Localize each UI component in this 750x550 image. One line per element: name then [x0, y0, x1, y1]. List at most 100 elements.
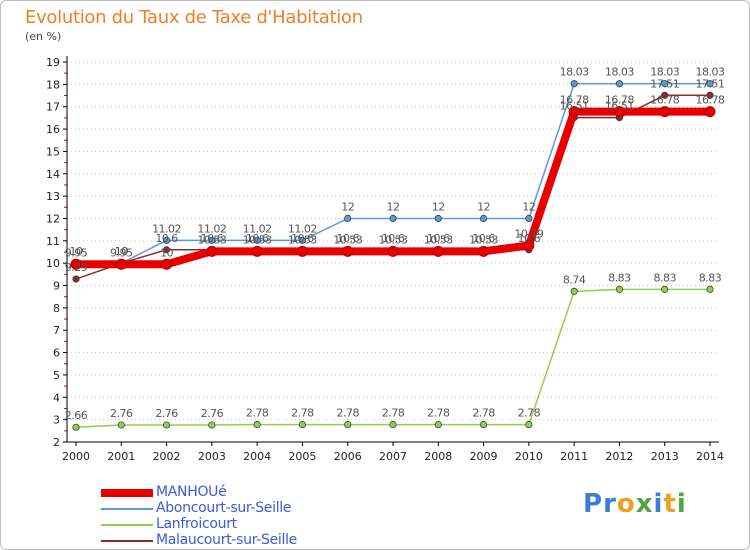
- data-label: 2.66: [65, 409, 88, 422]
- data-point: [434, 214, 442, 223]
- data-label: 10.6: [336, 232, 359, 245]
- y-tick-label: 13: [46, 190, 60, 203]
- data-label: 10.6: [201, 232, 224, 245]
- data-label: 10.6: [246, 232, 269, 245]
- data-point: [613, 106, 625, 118]
- y-tick-label: 10: [46, 257, 60, 270]
- data-point: [161, 258, 173, 270]
- logo-letter: t: [663, 489, 677, 519]
- y-tick-label: 2: [53, 436, 60, 449]
- proxiti-logo: Proxiti: [583, 489, 687, 519]
- y-tick-label: 8: [53, 302, 60, 315]
- x-tick-label: 2007: [379, 450, 407, 463]
- x-tick-label: 2012: [605, 450, 633, 463]
- data-label: 17.51: [650, 77, 679, 90]
- data-label: 10: [115, 245, 128, 258]
- legend-label: Aboncourt-sur-Seille: [156, 500, 292, 516]
- data-label: 2.76: [201, 407, 224, 420]
- data-label: 10: [115, 245, 128, 258]
- data-point: [342, 245, 354, 257]
- data-point: [389, 214, 397, 223]
- data-point: [298, 236, 306, 244]
- x-tick-label: 2006: [334, 450, 362, 463]
- data-label: 10.6: [155, 232, 178, 245]
- data-point: [115, 258, 127, 270]
- logo-letter: i: [653, 489, 664, 519]
- data-label: 8.83: [653, 271, 676, 284]
- x-tick-label: 2003: [198, 450, 226, 463]
- data-point: [706, 285, 714, 293]
- data-label: 16.78: [560, 94, 589, 107]
- data-label: 10.53: [288, 233, 317, 246]
- data-point: [570, 287, 578, 295]
- data-point: [72, 423, 80, 431]
- data-point: [661, 91, 669, 99]
- data-point: [296, 245, 308, 257]
- data-label: 10.53: [469, 233, 498, 246]
- data-point: [251, 245, 263, 257]
- x-tick-label: 2009: [470, 450, 498, 463]
- y-tick-label: 18: [46, 78, 60, 91]
- data-point: [344, 421, 352, 429]
- x-tick-label: 2005: [288, 450, 316, 463]
- data-label: 16.78: [696, 94, 725, 107]
- data-label: 2.78: [336, 407, 359, 420]
- data-label: 18.03: [650, 66, 679, 79]
- data-label: 18.03: [696, 66, 725, 79]
- data-point: [432, 245, 444, 257]
- data-label: 10: [70, 245, 83, 258]
- logo-letter: x: [635, 489, 654, 519]
- y-tick-label: 19: [46, 56, 60, 69]
- legend-label: Malaucourt-sur-Seille: [156, 532, 297, 548]
- legend-swatch: [101, 489, 153, 497]
- x-tick-label: 2004: [243, 450, 271, 463]
- legend-label: Lanfroicourt: [156, 516, 237, 532]
- y-tick-label: 15: [46, 145, 60, 158]
- data-point: [661, 80, 669, 88]
- x-tick-label: 2014: [696, 450, 724, 463]
- data-label: 16.51: [605, 100, 634, 113]
- logo-letter: P: [583, 489, 604, 519]
- data-point: [344, 214, 352, 223]
- y-tick-label: 5: [53, 369, 60, 382]
- data-point: [253, 236, 261, 244]
- data-label: 11.02: [197, 222, 226, 235]
- data-point: [570, 80, 578, 88]
- data-label: 10.79: [514, 228, 543, 241]
- data-point: [163, 236, 171, 244]
- data-point: [706, 80, 714, 88]
- data-point: [163, 421, 171, 429]
- legend-item: MANHOUé: [101, 484, 361, 501]
- data-label: 10.53: [197, 233, 226, 246]
- data-point: [615, 80, 623, 88]
- data-label: 10.6: [427, 232, 450, 245]
- logo-letter: o: [616, 489, 636, 519]
- data-label: 8.83: [699, 271, 722, 284]
- data-label: 18.03: [605, 66, 634, 79]
- data-label: 12: [522, 200, 535, 213]
- data-label: 16.78: [650, 94, 679, 107]
- data-label: 10.6: [518, 232, 541, 245]
- data-label: 2.76: [155, 407, 178, 420]
- data-label: 18.03: [560, 66, 589, 79]
- x-tick-label: 2000: [62, 450, 90, 463]
- data-point: [478, 245, 490, 257]
- data-label: 2.78: [291, 407, 314, 420]
- data-label: 8.74: [563, 273, 586, 286]
- data-point: [434, 421, 442, 429]
- data-label: 10.53: [243, 233, 272, 246]
- data-point: [525, 421, 533, 429]
- y-unit-label: (en %): [25, 30, 62, 43]
- data-point: [387, 245, 399, 257]
- y-tick-label: 7: [53, 324, 60, 337]
- y-tick-label: 16: [46, 123, 60, 136]
- x-tick-label: 2008: [424, 450, 452, 463]
- data-label: 11.02: [243, 222, 272, 235]
- data-point: [661, 285, 669, 293]
- data-point: [659, 106, 671, 118]
- legend-item: Lanfroicourt: [101, 516, 361, 533]
- data-label: 2.78: [246, 407, 269, 420]
- data-label: 12: [341, 200, 354, 213]
- data-label: 16.51: [560, 100, 589, 113]
